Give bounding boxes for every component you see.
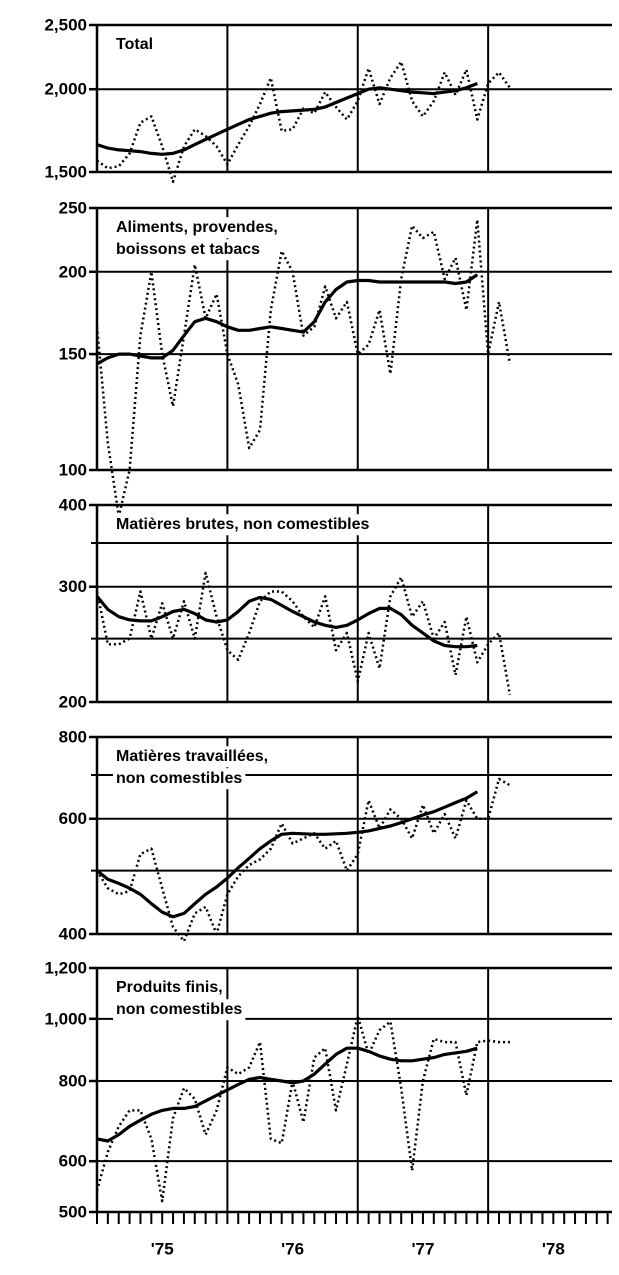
- y-tick-label: 500: [59, 1202, 87, 1221]
- y-tick-label: 2,000: [44, 80, 87, 99]
- y-tick-label: 800: [59, 727, 87, 746]
- y-tick-label: 2,500: [44, 15, 87, 34]
- trend-line: [96, 82, 478, 156]
- title-bg: [113, 746, 272, 768]
- title-bg: [113, 34, 157, 56]
- trend-line: [96, 790, 479, 919]
- title-bg: [113, 239, 264, 261]
- title-bg: [113, 514, 373, 536]
- y-tick-label: 100: [59, 460, 87, 479]
- panel-title: Matières travaillées,: [116, 748, 268, 765]
- panel-title: non comestibles: [116, 770, 242, 787]
- panel-title: non comestibles: [116, 1001, 242, 1018]
- y-tick-label: 400: [59, 924, 87, 943]
- dotted-line: [96, 60, 511, 184]
- y-tick-label: 600: [59, 809, 87, 828]
- y-tick-label: 600: [59, 1152, 87, 1171]
- title-bg: [113, 977, 226, 999]
- x-tick-label: '75: [151, 1239, 174, 1258]
- y-tick-label: 200: [59, 692, 87, 711]
- dotted-line: [95, 571, 512, 696]
- dotted-line: [95, 218, 512, 518]
- y-tick-label: 800: [59, 1071, 87, 1090]
- panel-title: Aliments, provendes,: [116, 219, 278, 236]
- y-tick-label: 400: [59, 495, 87, 514]
- title-bg: [113, 999, 246, 1021]
- panel-title: Matières brutes, non comestibles: [116, 516, 370, 533]
- x-tick-label: '76: [281, 1239, 304, 1258]
- trend-line: [96, 1046, 478, 1143]
- x-tick-label: '77: [411, 1239, 434, 1258]
- dotted-line: [95, 1014, 510, 1203]
- title-bg: [113, 217, 281, 239]
- panel-title: boissons et tabacs: [116, 241, 260, 258]
- panel-title: Total: [116, 36, 153, 53]
- y-tick-label: 1,200: [44, 958, 87, 977]
- y-tick-label: 1,500: [44, 162, 87, 181]
- y-tick-label: 200: [59, 262, 87, 281]
- dotted-line: [95, 777, 511, 943]
- trend-line: [96, 273, 479, 366]
- x-tick-label: '78: [542, 1239, 565, 1258]
- y-tick-label: 250: [59, 198, 87, 217]
- title-bg: [113, 768, 246, 790]
- panel-title: Produits finis,: [116, 979, 223, 996]
- y-tick-label: 150: [59, 345, 87, 364]
- y-tick-label: 300: [59, 577, 87, 596]
- y-tick-label: 1,000: [44, 1009, 87, 1028]
- trend-line: [95, 595, 478, 649]
